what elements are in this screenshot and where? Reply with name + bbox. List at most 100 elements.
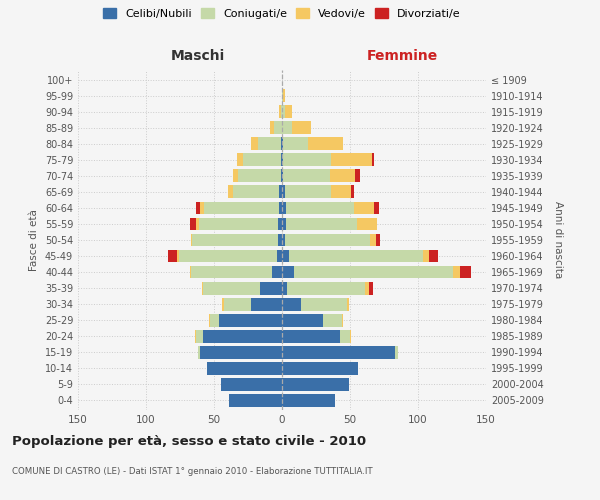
Bar <box>274 122 282 134</box>
Bar <box>286 218 357 230</box>
Bar <box>281 154 282 166</box>
Bar <box>342 314 343 326</box>
Bar <box>179 250 277 262</box>
Bar <box>281 138 282 150</box>
Bar <box>242 154 281 166</box>
Bar <box>354 202 374 214</box>
Bar <box>323 314 342 326</box>
Bar <box>282 122 292 134</box>
Bar <box>281 170 282 182</box>
Bar <box>200 346 282 358</box>
Bar <box>429 250 439 262</box>
Text: COMUNE DI CASTRO (LE) - Dati ISTAT 1° gennaio 2010 - Elaborazione TUTTITALIA.IT: COMUNE DI CASTRO (LE) - Dati ISTAT 1° ge… <box>12 468 373 476</box>
Bar <box>282 186 285 198</box>
Bar <box>282 298 301 310</box>
Bar <box>395 346 398 358</box>
Bar <box>221 378 282 391</box>
Bar <box>372 154 374 166</box>
Bar <box>355 170 359 182</box>
Bar <box>196 202 200 214</box>
Bar <box>352 186 354 198</box>
Bar <box>283 89 285 102</box>
Bar <box>210 314 220 326</box>
Bar <box>229 394 282 407</box>
Bar <box>308 138 343 150</box>
Bar <box>251 138 257 150</box>
Text: Popolazione per età, sesso e stato civile - 2010: Popolazione per età, sesso e stato civil… <box>12 435 366 448</box>
Bar <box>224 298 251 310</box>
Bar <box>282 250 289 262</box>
Legend: Celibi/Nubili, Coniugati/e, Vedovi/e, Divorziati/e: Celibi/Nubili, Coniugati/e, Vedovi/e, Di… <box>103 8 461 19</box>
Bar <box>370 234 376 246</box>
Bar <box>350 330 352 342</box>
Bar <box>374 202 379 214</box>
Bar <box>279 202 282 214</box>
Text: Maschi: Maschi <box>171 48 225 62</box>
Bar <box>227 186 233 198</box>
Bar <box>285 106 292 118</box>
Bar <box>282 106 285 118</box>
Bar <box>257 138 281 150</box>
Bar <box>286 202 354 214</box>
Bar <box>347 298 349 310</box>
Bar <box>282 234 285 246</box>
Bar <box>196 330 203 342</box>
Bar <box>207 362 282 374</box>
Bar <box>282 362 358 374</box>
Bar <box>277 250 282 262</box>
Bar <box>233 170 238 182</box>
Y-axis label: Anni di nascita: Anni di nascita <box>553 202 563 278</box>
Bar <box>272 266 282 278</box>
Bar <box>220 314 282 326</box>
Bar <box>195 330 196 342</box>
Bar <box>329 170 355 182</box>
Y-axis label: Fasce di età: Fasce di età <box>29 209 39 271</box>
Bar <box>237 154 242 166</box>
Bar <box>289 250 424 262</box>
Bar <box>202 282 203 294</box>
Bar <box>278 218 282 230</box>
Bar <box>203 330 282 342</box>
Bar <box>340 330 350 342</box>
Bar <box>301 298 347 310</box>
Bar <box>222 298 224 310</box>
Bar <box>200 202 205 214</box>
Bar <box>357 218 377 230</box>
Bar <box>282 154 283 166</box>
Bar <box>191 234 192 246</box>
Bar <box>365 282 369 294</box>
Bar <box>282 89 283 102</box>
Bar <box>282 202 286 214</box>
Bar <box>278 234 282 246</box>
Bar <box>282 314 323 326</box>
Bar <box>168 250 177 262</box>
Bar <box>283 154 331 166</box>
Bar <box>192 234 278 246</box>
Bar <box>285 186 331 198</box>
Bar <box>283 138 308 150</box>
Bar <box>238 170 281 182</box>
Bar <box>251 298 282 310</box>
Bar <box>205 202 279 214</box>
Bar <box>282 378 349 391</box>
Bar <box>203 282 260 294</box>
Bar <box>331 186 352 198</box>
Bar <box>283 170 329 182</box>
Bar <box>197 346 200 358</box>
Bar <box>282 170 283 182</box>
Bar <box>191 266 272 278</box>
Text: Femmine: Femmine <box>367 48 437 62</box>
Bar <box>177 250 179 262</box>
Bar <box>281 106 282 118</box>
Bar <box>190 218 196 230</box>
Bar <box>260 282 282 294</box>
Bar <box>376 234 380 246</box>
Bar <box>285 234 370 246</box>
Bar <box>424 250 429 262</box>
Bar <box>209 314 210 326</box>
Bar <box>199 218 278 230</box>
Bar <box>282 394 335 407</box>
Bar <box>270 122 274 134</box>
Bar <box>282 282 287 294</box>
Bar <box>292 122 311 134</box>
